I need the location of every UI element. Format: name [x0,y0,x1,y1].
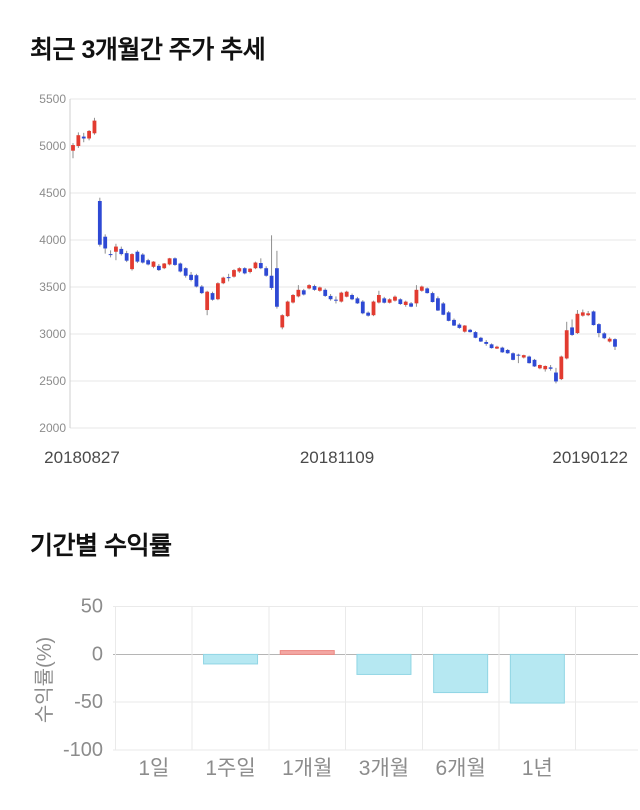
svg-text:3개월: 3개월 [359,757,409,780]
price-chart-title: 최근 3개월간 주가 추세 [30,36,266,64]
svg-text:0: 0 [92,643,103,665]
period-returns-bar-chart: 50 0 -50 -100 1일 1주일 1개월 3개월 6개월 1년 수익률(%) [33,596,638,780]
svg-text:1개월: 1개월 [282,757,332,780]
svg-text:2000: 2000 [39,421,66,435]
price-candlestick-chart: 5500 5000 4500 4000 3500 3000 2500 2000 20180827… [39,92,636,467]
svg-text:50: 50 [81,596,103,618]
svg-text:20181109: 20181109 [300,448,374,467]
svg-text:4000: 4000 [39,233,66,247]
svg-text:1주일: 1주일 [205,757,255,780]
svg-text:4500: 4500 [39,186,66,200]
svg-text:1년: 1년 [522,757,553,780]
svg-text:1일: 1일 [138,757,169,780]
svg-text:3500: 3500 [39,280,66,294]
svg-text:3000: 3000 [39,327,66,341]
svg-text:20190122: 20190122 [552,448,628,467]
svg-text:5000: 5000 [39,139,66,153]
svg-text:20180827: 20180827 [44,448,120,467]
svg-text:-50: -50 [74,691,103,713]
returns-chart-title: 기간별 수익률 [30,532,172,560]
svg-text:2500: 2500 [39,374,66,388]
svg-text:수익률(%): 수익률(%) [33,637,56,723]
svg-text:5500: 5500 [39,92,66,106]
svg-text:6개월: 6개월 [435,757,485,780]
svg-text:-100: -100 [63,739,103,761]
